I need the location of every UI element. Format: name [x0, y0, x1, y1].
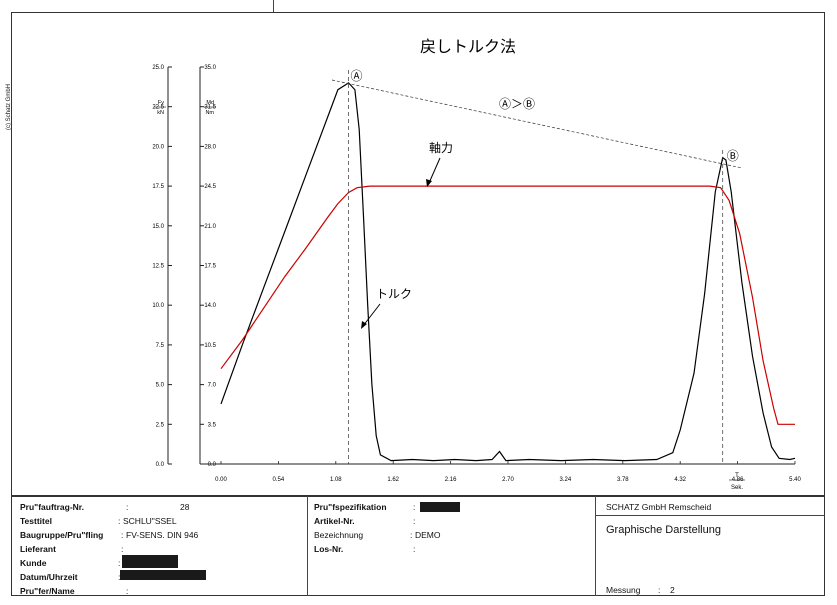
arrow-force-shaft: [428, 157, 441, 184]
designation-label: Bezeichnung: [314, 530, 364, 540]
left-tick-label: 25.0: [152, 65, 164, 71]
customer-redaction: [122, 555, 178, 568]
spec-sep: :: [413, 502, 416, 512]
series-line-0: [220, 82, 796, 462]
left-tick-label: 20.0: [152, 144, 164, 150]
document-title: Graphische Darstellung: [606, 524, 721, 536]
series-label-axial-force: 軸力: [429, 141, 453, 155]
right-tick-label: 17.5: [204, 264, 216, 270]
right-tick-label: 24.5: [204, 184, 216, 190]
designation-value: DEMO: [415, 530, 441, 540]
assembly-label: Baugruppe/Pru"fling: [20, 530, 104, 540]
label-point-b: Ⓑ: [727, 149, 739, 163]
customer-label: Kunde: [20, 558, 47, 568]
order-number-value: 28: [180, 502, 190, 512]
arrow-torque-head: [361, 321, 367, 329]
x-tick-label: 5.40: [789, 477, 801, 483]
info-divider-3: [595, 515, 825, 516]
order-number-label: Pru"fauftrag-Nr.: [20, 502, 85, 512]
info-panel: [11, 496, 825, 596]
designation-sep: :: [410, 530, 413, 540]
test-title-label: Testtitel: [20, 516, 52, 526]
lot-label: Los-Nr.: [314, 544, 344, 554]
chart-frame: [11, 12, 825, 496]
datetime-label: Datum/Uhrzeit: [20, 572, 78, 582]
left-tick-label: 2.5: [156, 422, 165, 428]
right-tick-label: 7.0: [208, 383, 217, 389]
chart-title: 戻しトルク法: [420, 37, 516, 56]
assembly-sep: :: [121, 530, 124, 540]
x-tick-label: 3.78: [617, 477, 629, 483]
spec-label: Pru"fspezifikation: [314, 502, 387, 512]
test-title-value: SCHLU"SSEL: [123, 516, 177, 526]
measurement-value: 2: [670, 585, 675, 595]
left-axis-label-bottom: kN: [157, 110, 164, 116]
right-tick-label: 21.0: [204, 224, 216, 230]
left-tick-label: 5.0: [156, 383, 165, 389]
right-tick-label: 3.5: [208, 422, 217, 428]
company-name: SCHATZ GmbH Remscheid: [606, 502, 712, 512]
datetime-redaction: [120, 570, 206, 580]
right-tick-label: 0.0: [208, 462, 217, 468]
series-label-torque: トルク: [376, 287, 412, 301]
measurement-sep: :: [658, 585, 661, 595]
inspector-sep: :: [126, 586, 129, 596]
lot-sep: :: [413, 544, 416, 554]
arrow-force-head: [426, 179, 432, 187]
x-tick-label: 0.54: [273, 477, 285, 483]
customer-sep: :: [118, 558, 121, 568]
left-tick-label: 22.5: [152, 105, 164, 111]
left-tick-label: 10.0: [152, 303, 164, 309]
left-tick-label: 15.0: [152, 224, 164, 230]
x-tick-label: 4.32: [674, 477, 686, 483]
right-axis-label-bottom: Nm: [205, 110, 214, 116]
x-tick-label: 0.00: [215, 477, 227, 483]
x-tick-label: 2.70: [502, 477, 514, 483]
measurement-label: Messung: [606, 585, 641, 595]
right-axis-label-top: Md: [206, 100, 214, 106]
label-compare: Ⓐ＞Ⓑ: [499, 97, 535, 111]
x-tick-label: 2.16: [445, 477, 457, 483]
article-sep: :: [413, 516, 416, 526]
left-tick-label: 17.5: [152, 184, 164, 190]
x-tick-label: 1.62: [387, 477, 399, 483]
supplier-label: Lieferant: [20, 544, 56, 554]
x-axis-unit-top: T: [735, 473, 739, 479]
left-axis-label-top: Fv: [158, 100, 164, 106]
arrow-torque-shaft: [362, 303, 381, 327]
x-axis-unit-bottom: Sek.: [731, 485, 743, 491]
inspector-label: Pru"fer/Name: [20, 586, 75, 596]
spec-redaction: [420, 502, 460, 512]
order-number-sep: :: [126, 502, 129, 512]
article-label: Artikel-Nr.: [314, 516, 355, 526]
x-tick-label: 3.24: [560, 477, 572, 483]
right-tick-label: 31.5: [204, 105, 216, 111]
right-tick-label: 28.0: [204, 144, 216, 150]
info-divider-2: [595, 496, 596, 596]
datetime-sep: :: [118, 572, 120, 582]
right-tick-label: 14.0: [204, 303, 216, 309]
supplier-sep: :: [121, 544, 124, 554]
right-tick-label: 10.5: [204, 343, 216, 349]
label-point-a: Ⓐ: [351, 69, 363, 83]
top-divider: [273, 0, 274, 12]
assembly-value: FV-SENS. DIN 946: [126, 530, 199, 540]
left-tick-label: 12.5: [152, 264, 164, 270]
series-line-1: [220, 185, 795, 425]
info-divider-1: [307, 496, 308, 596]
x-tick-label: 1.08: [330, 477, 342, 483]
peak-connector-line: [331, 79, 743, 169]
right-tick-label: 35.0: [204, 65, 216, 71]
left-tick-label: 7.5: [156, 343, 165, 349]
left-tick-label: 0.0: [156, 462, 165, 468]
test-title-sep: :: [118, 516, 121, 526]
